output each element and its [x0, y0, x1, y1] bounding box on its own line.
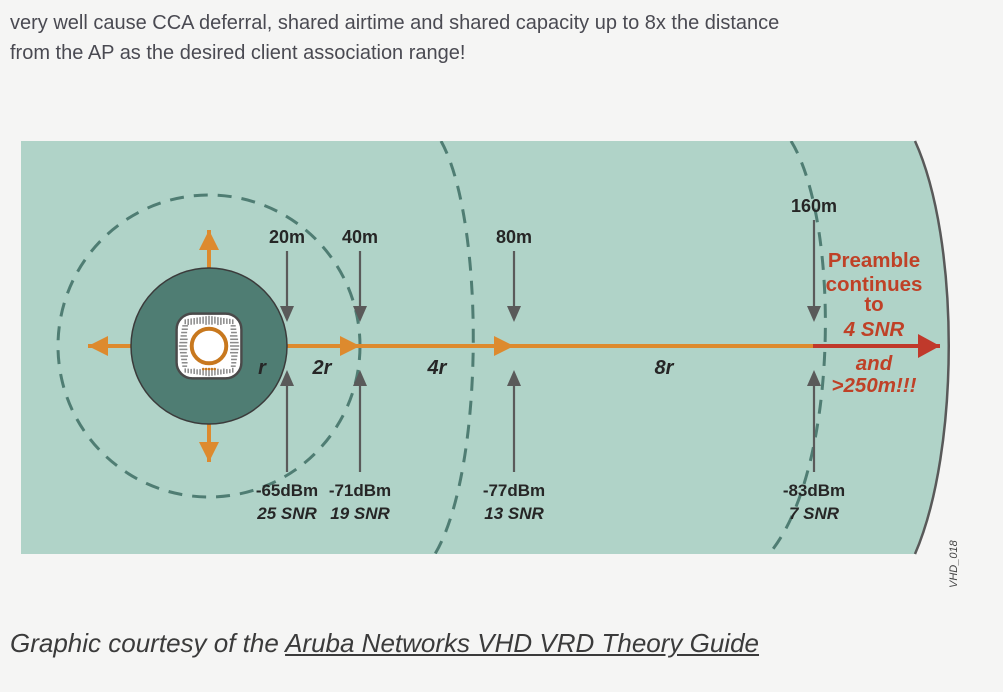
svg-text:8r: 8r — [655, 357, 675, 379]
svg-text:160m: 160m — [791, 196, 837, 216]
svg-text:20m: 20m — [269, 227, 305, 247]
svg-text:7 SNR: 7 SNR — [789, 504, 840, 523]
svg-text:80m: 80m — [496, 227, 532, 247]
svg-text:and: and — [856, 352, 893, 375]
svg-text:4r: 4r — [427, 357, 448, 379]
svg-text:40m: 40m — [342, 227, 378, 247]
svg-text:-71dBm: -71dBm — [329, 481, 391, 500]
svg-text:Preamble: Preamble — [828, 249, 920, 272]
svg-text:-77dBm: -77dBm — [483, 481, 545, 500]
svg-text:13 SNR: 13 SNR — [484, 504, 544, 523]
svg-text:25 SNR: 25 SNR — [256, 504, 317, 523]
svg-text:-65dBm: -65dBm — [256, 481, 318, 500]
svg-text:2r: 2r — [312, 357, 333, 379]
svg-text:>250m!!!: >250m!!! — [832, 374, 917, 397]
svg-text:-83dBm: -83dBm — [783, 481, 845, 500]
svg-text:4 SNR: 4 SNR — [843, 318, 905, 341]
svg-text:19 SNR: 19 SNR — [330, 504, 390, 523]
svg-text:to: to — [864, 293, 883, 316]
svg-text:r: r — [258, 357, 267, 379]
